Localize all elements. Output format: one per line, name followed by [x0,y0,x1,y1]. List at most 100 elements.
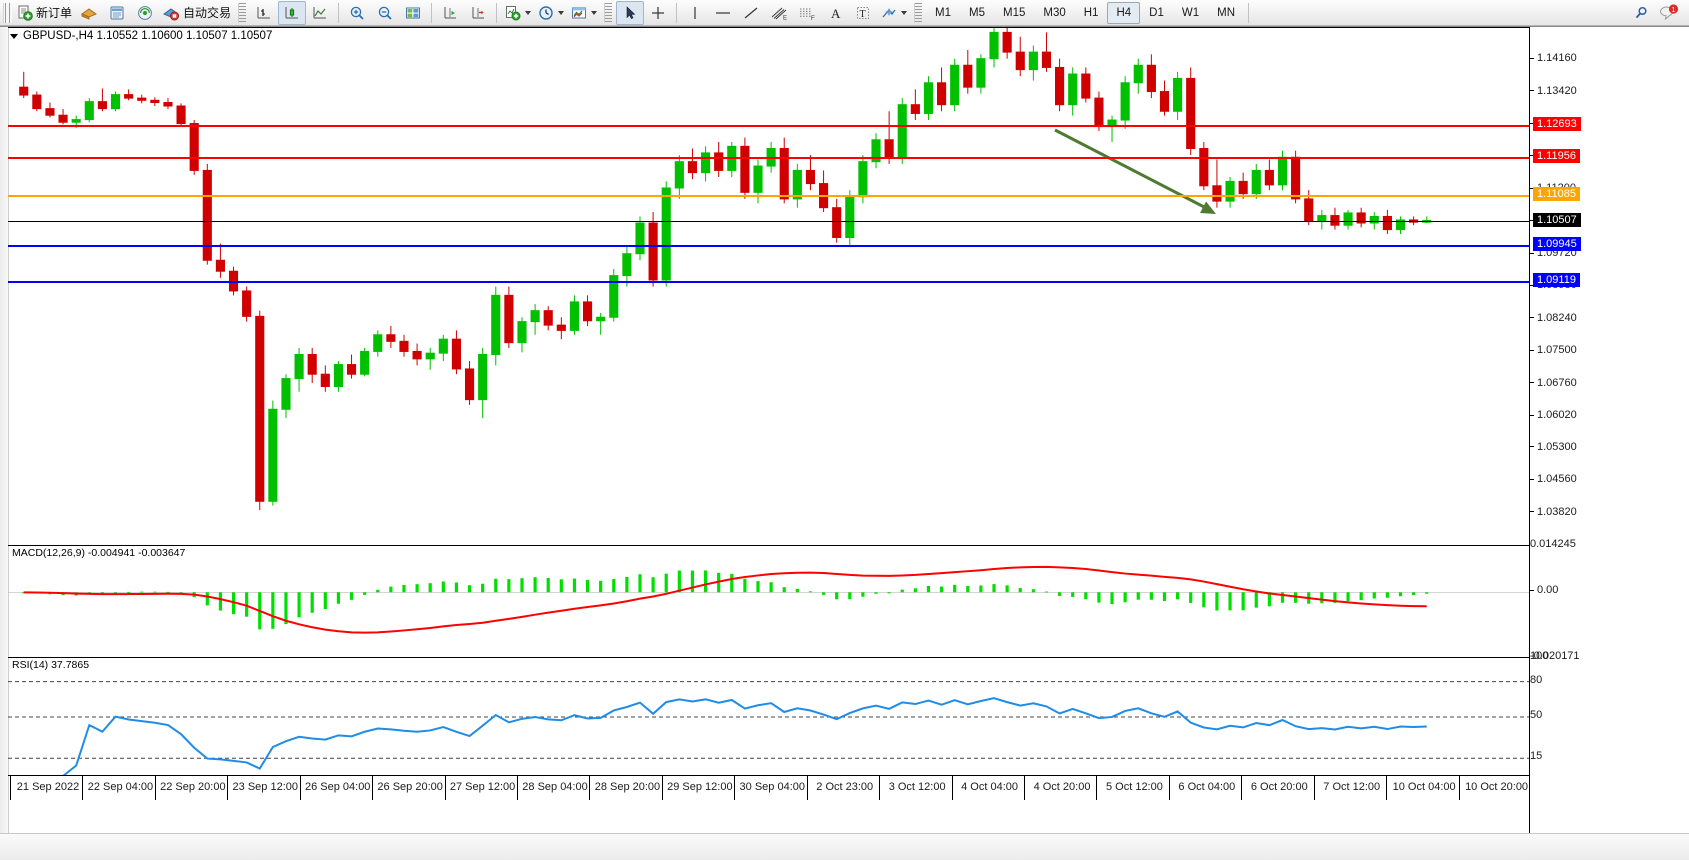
timeframe-m30-button[interactable]: M30 [1043,6,1066,19]
chevron-down-icon-4[interactable] [901,10,908,15]
timeframe-w1-button[interactable]: W1 [1181,6,1200,19]
zoom-out-button[interactable] [371,1,399,25]
macd-histogram-bar [428,583,432,593]
shift-chart-button[interactable] [436,1,464,25]
price-badge-1[interactable]: 1.11956 [1533,149,1580,164]
timeframe-m15-button[interactable]: M15 [1003,6,1026,19]
candle-body [596,316,606,322]
time-axis[interactable]: 21 Sep 2022 22 Sep 04:00 22 Sep 20:00 23 Se… [8,775,1529,800]
bid-line[interactable] [8,220,1529,222]
pivot-line[interactable] [8,195,1529,198]
time-label: 28 Sep 20:00 [594,781,661,793]
text-button[interactable]: A [821,1,849,25]
expert-advisor-button[interactable] [75,1,103,25]
chevron-down-icon-2[interactable] [558,10,565,15]
macd-histogram-bar [1189,592,1193,603]
candle-body [792,169,802,200]
chevron-down-icon[interactable] [525,10,532,15]
timeframe-mn-button[interactable]: MN [1217,6,1235,19]
candle-body [897,104,907,158]
data-window-button[interactable] [103,1,131,25]
candle-body [1002,31,1012,53]
price-badge-5[interactable]: 1.09119 [1533,273,1580,288]
candle-body [950,64,960,106]
macd-histogram-bar [887,592,891,594]
templates-button[interactable] [567,1,600,25]
search-button[interactable] [1627,1,1655,25]
vertical-line-button[interactable] [681,1,709,25]
horizontal-line-button[interactable] [709,1,737,25]
crosshair-button[interactable] [644,1,672,25]
candle-body [1015,51,1025,71]
macd-histogram-bar [848,592,852,600]
macd-histogram-bar [953,584,957,593]
macd-histogram-bar [664,573,668,593]
indicators-button[interactable] [501,1,534,25]
macd-histogram-bar [703,570,708,593]
candle-body [1395,219,1406,231]
timeframe-m5-button[interactable]: M5 [969,6,985,19]
zoom-in-button[interactable] [343,1,371,25]
tile-windows-button[interactable] [399,1,427,25]
svg-text:F: F [811,16,815,21]
auto-trading-label: 自动交易 [183,6,232,20]
timeframe-m1-button[interactable]: M1 [935,6,952,19]
price-badge-3[interactable]: 1.10507 [1533,212,1581,227]
text-label-button[interactable]: T [849,1,877,25]
equidistant-channel-button[interactable]: E [765,1,793,25]
support-line-1[interactable] [8,245,1529,248]
toolbar-grip-2[interactable] [238,2,247,23]
price-badge-4[interactable]: 1.09945 [1533,237,1581,252]
signals-button[interactable] [131,1,159,25]
time-label: 21 Sep 2022 [16,781,80,793]
notifications-button[interactable]: 1 [1655,1,1683,25]
auto-scroll-button[interactable] [464,1,492,25]
macd-histogram-bar [205,592,209,606]
candle-body [569,301,580,331]
periods-button[interactable] [534,1,567,25]
auto-trading-button[interactable]: 自动交易 [159,1,234,25]
trendline-button[interactable] [737,1,765,25]
time-label: 4 Oct 20:00 [1033,781,1091,793]
macd-histogram-bar [389,586,393,593]
price-badge-2[interactable]: 1.11085 [1533,187,1580,202]
price-pane[interactable] [8,27,1529,545]
periods-icon [539,5,553,20]
macd-pane[interactable]: MACD(12,26,9) -0.004941 -0.003647 [8,545,1529,657]
price-badge-0[interactable]: 1.12693 [1533,116,1581,131]
support-line-2[interactable] [8,281,1529,284]
candle-body [923,82,934,114]
chevron-down-icon-3[interactable] [591,10,598,15]
timeframe-d1-button[interactable]: D1 [1149,6,1164,19]
timeframe-h1-button[interactable]: H1 [1083,6,1099,19]
timeframe-h4-button[interactable]: H4 [1107,1,1141,24]
macd-signal-line [23,565,1427,634]
price-tick: 1.08240 [1530,312,1577,324]
macd-histogram-bar [769,582,773,593]
fibonacci-button[interactable]: F [793,1,821,25]
candle-body [832,207,842,238]
objects-button[interactable] [877,1,910,25]
time-tick [589,776,591,800]
new-order-button[interactable]: 新订单 [14,1,75,25]
bar-chart-button[interactable] [250,1,278,25]
candlestick-chart-button[interactable] [278,0,307,25]
candle-body [1081,73,1091,99]
line-chart-button[interactable] [306,1,334,25]
macd-histogram-bar [1294,592,1298,603]
candle-body [281,378,291,410]
resistance-line-1[interactable] [8,124,1529,127]
chart-menu-triangle-icon[interactable] [10,33,18,39]
toolbar-grip-4[interactable] [914,2,923,23]
cursor-button[interactable] [616,0,645,25]
resistance-line-2[interactable] [8,157,1529,160]
time-tick [1241,776,1243,800]
price-axis[interactable]: 1.141601.134201.126801.119401.112001.104… [1529,27,1689,858]
candle-body [346,364,357,375]
macd-histogram-bar [926,585,931,593]
toolbar-grip[interactable] [3,2,12,23]
macd-histogram-bar [533,577,537,593]
rsi-pane[interactable]: RSI(14) 37.7865 [8,657,1529,776]
chart-header-text: GBPUSD-,H4 1.10552 1.10600 1.10507 1.105… [23,30,273,42]
toolbar-grip-3[interactable] [604,2,613,23]
